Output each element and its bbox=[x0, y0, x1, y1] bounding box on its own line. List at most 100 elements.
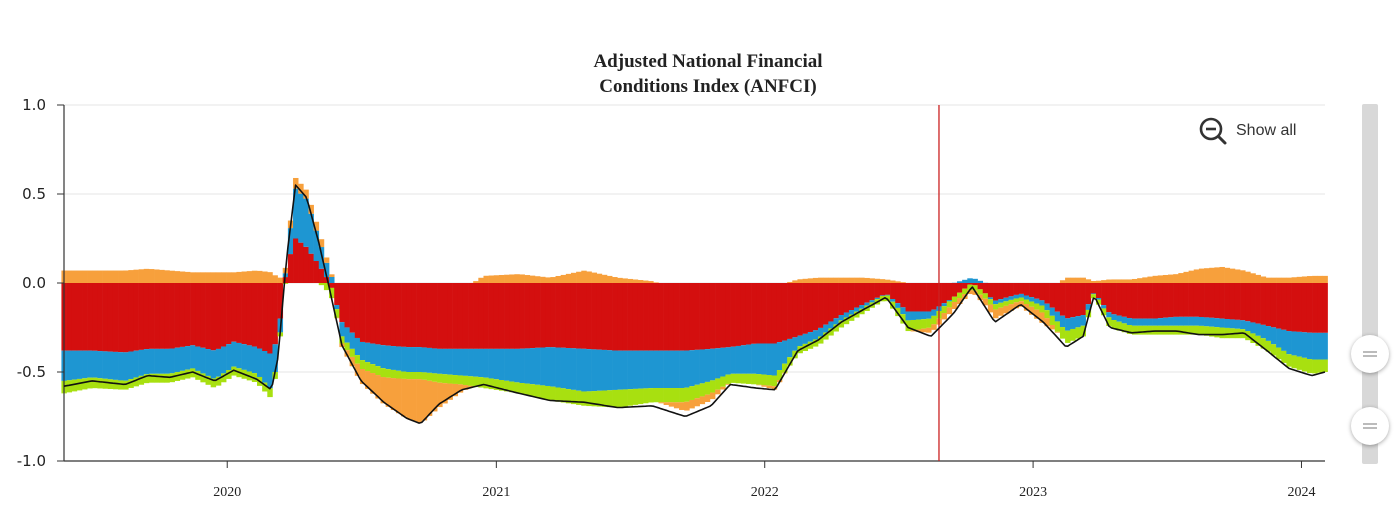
bar-green bbox=[442, 374, 448, 384]
x-tick-label: 2022 bbox=[751, 485, 779, 500]
bar-orange bbox=[102, 270, 109, 283]
bar-orange bbox=[1265, 277, 1272, 283]
bar-red bbox=[1229, 283, 1236, 320]
bar-red bbox=[138, 283, 145, 350]
bar-blue bbox=[874, 297, 881, 300]
bar-red bbox=[823, 283, 829, 325]
bar-orange bbox=[1147, 276, 1153, 283]
bar-orange bbox=[982, 298, 989, 306]
bar-red bbox=[1090, 283, 1097, 294]
bar-green bbox=[766, 375, 773, 386]
bar-blue bbox=[432, 348, 438, 374]
bar-green bbox=[1147, 325, 1153, 335]
bar-red bbox=[967, 283, 973, 285]
bar-orange bbox=[1240, 270, 1246, 283]
bar-blue bbox=[596, 349, 603, 391]
bar-blue bbox=[1265, 326, 1272, 341]
bar-green bbox=[112, 379, 119, 390]
bar-orange bbox=[473, 281, 479, 283]
range-handle-lower[interactable] bbox=[1351, 407, 1389, 445]
bar-orange bbox=[1137, 278, 1143, 283]
bar-green bbox=[1198, 325, 1205, 335]
bar-blue bbox=[1312, 332, 1318, 360]
bar-orange bbox=[956, 298, 963, 305]
bar-red bbox=[931, 283, 937, 310]
bar-orange bbox=[570, 272, 577, 283]
bar-blue bbox=[967, 278, 973, 283]
bar-blue bbox=[915, 311, 922, 320]
bar-green bbox=[709, 380, 716, 393]
bar-blue bbox=[159, 348, 165, 374]
bar-red bbox=[534, 283, 541, 348]
bar-red bbox=[920, 283, 927, 312]
bar-orange bbox=[442, 383, 448, 404]
bar-orange bbox=[329, 274, 335, 277]
bar-red bbox=[1029, 283, 1035, 298]
bar-orange bbox=[1085, 279, 1092, 283]
bar-green bbox=[586, 391, 592, 407]
bar-orange bbox=[421, 379, 428, 421]
bar-red bbox=[1245, 283, 1251, 322]
bar-blue bbox=[673, 350, 680, 389]
bar-orange bbox=[648, 281, 654, 283]
bar-green bbox=[195, 370, 201, 380]
bar-red bbox=[1286, 283, 1292, 332]
bar-red bbox=[308, 253, 314, 283]
bar-blue bbox=[390, 346, 397, 370]
bar-red bbox=[112, 283, 119, 352]
bar-blue bbox=[1147, 318, 1153, 326]
bar-red bbox=[437, 283, 443, 349]
range-handle-upper[interactable] bbox=[1351, 335, 1389, 373]
y-tick-label: -1.0 bbox=[17, 452, 46, 470]
bar-blue bbox=[128, 351, 134, 380]
range-scrollbar[interactable] bbox=[1362, 104, 1378, 464]
bar-red bbox=[395, 283, 402, 347]
bar-green bbox=[148, 373, 155, 383]
bar-red bbox=[293, 238, 299, 283]
bar-orange bbox=[1286, 277, 1292, 283]
bar-blue bbox=[550, 347, 556, 387]
bar-orange bbox=[262, 271, 268, 283]
bar-red bbox=[519, 283, 525, 349]
bar-orange bbox=[66, 270, 73, 283]
bar-red bbox=[1111, 283, 1117, 315]
bar-green bbox=[102, 378, 109, 389]
bar-green bbox=[514, 382, 520, 394]
bar-green bbox=[1090, 294, 1097, 299]
bar-red bbox=[143, 283, 150, 350]
bar-red bbox=[1044, 283, 1050, 304]
bar-green bbox=[159, 373, 165, 383]
bar-blue bbox=[370, 343, 376, 365]
bar-red bbox=[370, 283, 376, 344]
bar-blue bbox=[334, 305, 340, 310]
bar-red bbox=[1219, 283, 1225, 319]
bar-red bbox=[1142, 283, 1148, 319]
bar-green bbox=[133, 377, 139, 387]
bar-green bbox=[735, 373, 742, 384]
bar-red bbox=[591, 283, 598, 350]
bar-blue bbox=[1260, 324, 1267, 339]
bar-red bbox=[344, 283, 350, 328]
bar-red bbox=[1106, 283, 1112, 313]
bar-orange bbox=[550, 277, 556, 283]
bar-red bbox=[890, 283, 896, 300]
bar-red bbox=[246, 283, 253, 346]
bar-green bbox=[401, 371, 407, 379]
bar-red bbox=[987, 283, 994, 298]
bar-blue bbox=[900, 307, 906, 315]
bar-blue bbox=[859, 305, 865, 309]
bar-green bbox=[1023, 299, 1030, 305]
bar-orange bbox=[1204, 268, 1210, 283]
bar-red bbox=[617, 283, 623, 351]
bar-blue bbox=[195, 346, 201, 371]
bar-orange bbox=[123, 270, 129, 283]
bar-green bbox=[359, 360, 366, 370]
bar-red bbox=[493, 283, 500, 349]
bar-blue bbox=[236, 342, 242, 369]
bar-green bbox=[1260, 338, 1267, 349]
bar-orange bbox=[159, 269, 165, 283]
bar-green bbox=[66, 380, 73, 393]
bar-blue bbox=[740, 345, 747, 374]
show-all-button[interactable]: Show all bbox=[1198, 116, 1296, 146]
bar-green bbox=[447, 374, 453, 384]
